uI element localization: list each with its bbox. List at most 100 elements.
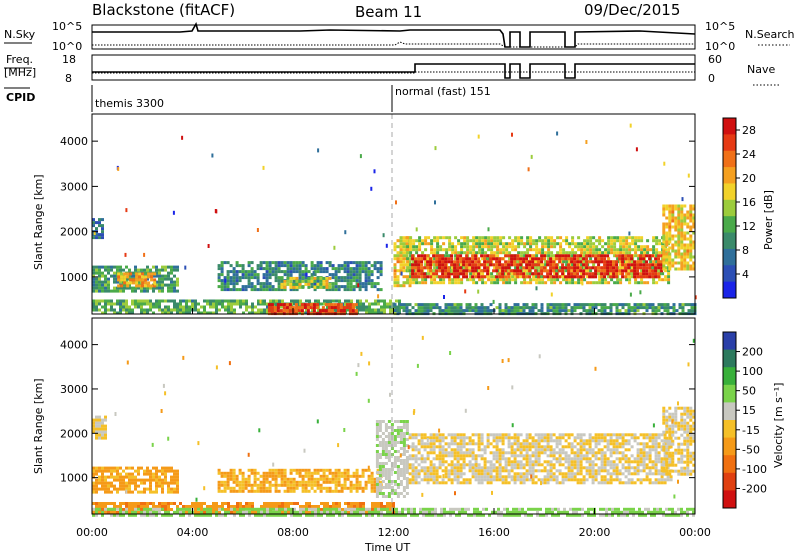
heat-cell-0-345 xyxy=(247,261,251,265)
heat-cell-0-2808 xyxy=(483,266,487,270)
heat-cell-0-2960 xyxy=(567,266,571,270)
heat-cell-0-1309 xyxy=(474,303,478,307)
heat-cell-0-544 xyxy=(328,273,332,277)
heat-cell-1-262 xyxy=(232,477,236,481)
heat-cell-1-275 xyxy=(238,486,242,490)
heat-cell-0-820 xyxy=(167,305,170,309)
heat-cell-0-2417 xyxy=(610,239,614,243)
heat-cell-0-2867 xyxy=(516,263,520,267)
heat-cell-0-1443 xyxy=(603,303,607,307)
heat-cell-1-400 xyxy=(301,486,305,490)
heat-cell-0-3068 xyxy=(621,260,625,264)
heat-cell-1-1364 xyxy=(381,447,385,450)
heat-cell-1-473 xyxy=(337,474,341,478)
heat-cell-1-281 xyxy=(241,483,245,487)
heat-cell-0-2391 xyxy=(601,281,605,285)
heat-cell-0-343 xyxy=(244,285,248,289)
heat-cell-1-1118 xyxy=(422,513,425,517)
heat-cell-1-1468 xyxy=(399,432,403,435)
heat-cell-1-182 xyxy=(155,490,158,494)
heat-cell-1-273 xyxy=(238,480,242,484)
heat-cell-0-1196 xyxy=(333,303,337,307)
heat-cell-0-2070 xyxy=(520,275,524,279)
heat-cell-0-2096 xyxy=(529,236,533,240)
heat-cell-0-651 xyxy=(370,264,374,268)
heat-cell-0-237 xyxy=(123,281,127,285)
heat-cell-0-1279 xyxy=(447,303,451,307)
heat-cell-1-668 xyxy=(200,508,203,511)
heat-cell-1-1391 xyxy=(384,483,388,486)
heat-cell-0-3208 xyxy=(671,216,675,220)
heat-cell-0-1981 xyxy=(499,251,503,255)
heat-cell-1-88 xyxy=(113,469,116,473)
heat-cell-0-1625 xyxy=(409,236,413,240)
heat-cell-0-1885 xyxy=(475,272,479,276)
heat-cell-0-1588 xyxy=(402,281,406,285)
heat-cell-1-1414 xyxy=(390,423,394,426)
heat-cell-1-913 xyxy=(158,507,161,511)
heat-cell-1-208 xyxy=(170,466,173,470)
heat-cell-0-2688 xyxy=(423,275,427,279)
heat-cell-0-518 xyxy=(316,267,320,271)
heat-cell-0-2175 xyxy=(547,251,551,255)
heat-cell-0-585 xyxy=(346,270,350,274)
scatter-echo-0-9 xyxy=(172,210,175,215)
heat-cell-1-251 xyxy=(226,483,230,487)
heat-cell-0-103 xyxy=(122,283,125,287)
heat-cell-0-1722 xyxy=(433,251,437,255)
heat-cell-0-3169 xyxy=(662,267,666,271)
heat-cell-0-37 xyxy=(95,286,98,290)
heat-cell-0-2557 xyxy=(643,248,647,252)
heat-cell-1-493 xyxy=(346,477,350,481)
heat-cell-0-763 xyxy=(122,299,125,303)
heat-cell-0-160 xyxy=(149,268,152,272)
heat-cell-0-781 xyxy=(134,305,137,309)
heat-cell-0-835 xyxy=(179,302,182,306)
heat-cell-1-24 xyxy=(101,427,104,431)
heat-cell-0-1736 xyxy=(436,248,440,252)
heat-cell-0-783 xyxy=(137,302,140,306)
heat-cell-0-814 xyxy=(161,311,164,315)
heat-cell-0-254 xyxy=(138,278,142,282)
heat-cell-1-1048 xyxy=(338,507,341,511)
heat-cell-0-2135 xyxy=(538,236,542,240)
heat-cell-0-1143 xyxy=(285,303,289,307)
heat-cell-0-972 xyxy=(290,299,293,303)
heat-cell-0-2962 xyxy=(567,272,571,276)
heat-cell-1-370 xyxy=(286,486,290,490)
heat-cell-1-887 xyxy=(125,507,128,511)
heat-cell-1-144 xyxy=(137,484,140,488)
heat-cell-1-900 xyxy=(143,513,146,517)
heat-cell-0-3247 xyxy=(677,243,681,247)
heat-cell-0-1904 xyxy=(481,248,485,252)
heat-cell-1-1103 xyxy=(404,507,407,511)
heat-cell-0-1729 xyxy=(433,275,437,279)
heat-cell-1-1026 xyxy=(311,513,314,517)
heat-cell-0-3229 xyxy=(674,249,678,253)
heat-cell-0-2627 xyxy=(661,278,665,282)
heat-cell-0-2313 xyxy=(583,242,587,246)
heat-cell-0-2216 xyxy=(556,278,560,282)
heat-cell-0-847 xyxy=(185,311,188,315)
heat-cell-1-357 xyxy=(280,477,284,481)
colorbar-segment-0-10 xyxy=(723,281,736,299)
heat-cell-0-339 xyxy=(241,288,245,292)
heat-cell-0-1277 xyxy=(444,309,448,313)
heat-cell-0-1510 xyxy=(669,306,673,310)
heat-cell-0-1567 xyxy=(399,254,403,258)
scatter-echo-0-54 xyxy=(359,154,362,159)
heat-cell-1-1412 xyxy=(387,492,391,495)
heat-cell-1-1501 xyxy=(402,489,406,492)
heat-cell-1-569 xyxy=(104,502,107,505)
heat-cell-1-1353 xyxy=(378,474,382,477)
heat-cell-0-1494 xyxy=(654,306,658,310)
heat-cell-0-1520 xyxy=(681,303,685,307)
heat-cell-1-1241 xyxy=(590,513,593,517)
heat-cell-0-15 xyxy=(98,236,101,240)
heat-cell-0-768 xyxy=(125,302,128,306)
heat-cell-1-866 xyxy=(92,507,95,511)
heat-cell-0-669 xyxy=(379,264,383,268)
heat-cell-1-280 xyxy=(241,480,245,484)
heat-cell-0-2421 xyxy=(610,251,614,255)
heat-cell-0-994 xyxy=(305,308,308,312)
